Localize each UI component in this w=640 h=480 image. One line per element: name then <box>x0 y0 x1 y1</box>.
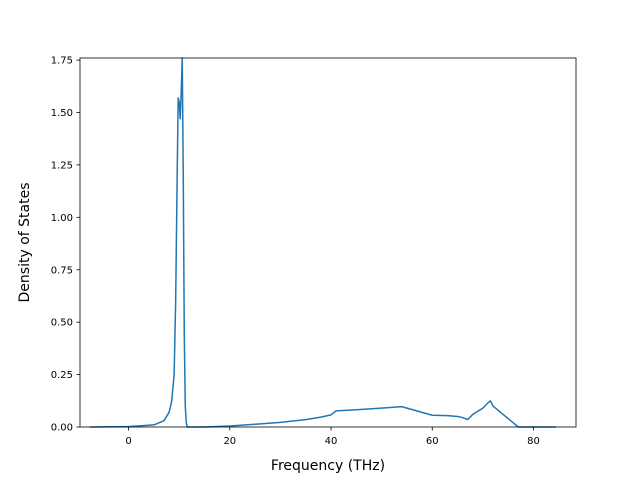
y-tick-label: 0.50 <box>51 318 73 329</box>
dos-series-line <box>90 57 556 428</box>
plot-frame <box>79 57 577 428</box>
y-tick-label: 0.75 <box>51 265 73 276</box>
x-tick-label: 80 <box>527 436 540 447</box>
y-axis-ticks: 0.00 0.25 0.50 0.75 1.00 1.25 1.50 1.75 <box>51 56 80 434</box>
x-tick-label: 40 <box>325 436 338 447</box>
y-tick-label: 1.50 <box>51 108 73 119</box>
y-tick-label: 1.00 <box>51 213 73 224</box>
x-tick-label: 0 <box>125 436 131 447</box>
y-tick-label: 1.25 <box>51 160 73 171</box>
y-tick-label: 0.00 <box>51 423 73 434</box>
y-tick-label: 1.75 <box>51 56 73 67</box>
y-axis-label: Density of States <box>17 183 33 303</box>
plot-area <box>90 57 556 428</box>
x-tick-label: 20 <box>223 436 236 447</box>
x-axis-ticks: 0 20 40 60 80 <box>125 427 540 447</box>
x-axis-label: Frequency (THz) <box>271 458 385 474</box>
x-tick-label: 60 <box>426 436 439 447</box>
y-tick-label: 0.25 <box>51 370 73 381</box>
